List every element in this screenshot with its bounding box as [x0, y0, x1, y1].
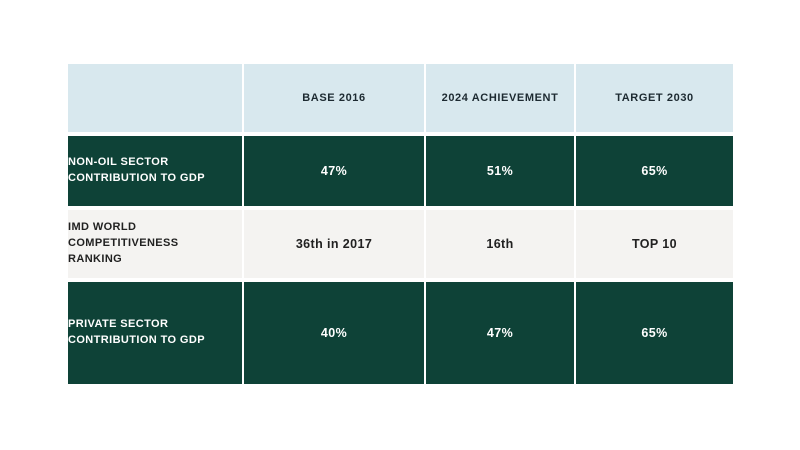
cell-non-oil-target: 65% [576, 136, 733, 206]
table-row-non-oil-sector: NON-OIL SECTOR CONTRIBUTION TO GDP 47% 5… [68, 136, 733, 206]
kpi-table: BASE 2016 2024 ACHIEVEMENT TARGET 2030 N… [66, 60, 735, 388]
corner-cell [68, 64, 242, 132]
cell-private-target: 65% [576, 282, 733, 384]
row-label-non-oil-sector: NON-OIL SECTOR CONTRIBUTION TO GDP [68, 136, 242, 206]
cell-imd-achievement: 16th [426, 210, 574, 278]
header-row: BASE 2016 2024 ACHIEVEMENT TARGET 2030 [68, 64, 733, 132]
cell-non-oil-achievement: 51% [426, 136, 574, 206]
cell-private-achievement: 47% [426, 282, 574, 384]
column-header-target-2030: TARGET 2030 [576, 64, 733, 132]
cell-non-oil-base: 47% [244, 136, 424, 206]
cell-imd-base: 36th in 2017 [244, 210, 424, 278]
column-header-2024-achievement: 2024 ACHIEVEMENT [426, 64, 574, 132]
table-row-imd-ranking: IMD WORLD COMPETITIVENESS RANKING 36th i… [68, 210, 733, 278]
cell-imd-target: TOP 10 [576, 210, 733, 278]
table-row-private-sector: PRIVATE SECTOR CONTRIBUTION TO GDP 40% 4… [68, 282, 733, 384]
cell-private-base: 40% [244, 282, 424, 384]
row-label-imd-ranking: IMD WORLD COMPETITIVENESS RANKING [68, 210, 242, 278]
column-header-base-2016: BASE 2016 [244, 64, 424, 132]
row-label-private-sector: PRIVATE SECTOR CONTRIBUTION TO GDP [68, 282, 242, 384]
